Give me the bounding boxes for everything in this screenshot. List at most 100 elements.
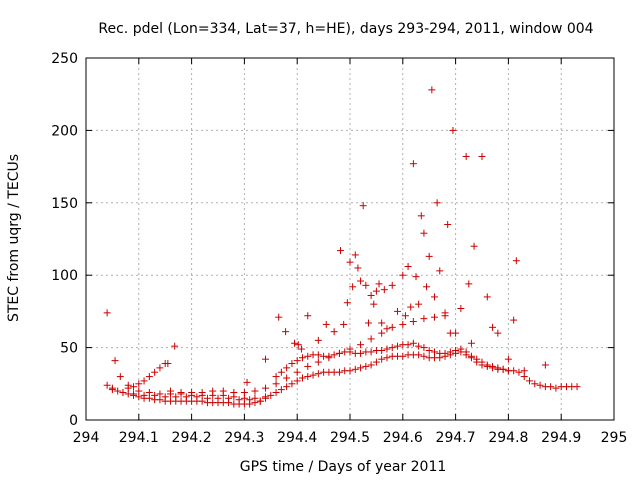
data-point xyxy=(130,390,138,398)
data-point xyxy=(359,202,367,210)
data-point xyxy=(116,373,124,381)
data-point xyxy=(378,329,386,337)
data-point xyxy=(367,335,375,343)
data-point xyxy=(449,126,457,134)
data-point xyxy=(357,349,365,357)
x-axis: 294 294.1 294.2 294.3 294.4 294.5 294.6 294.7 29… xyxy=(73,58,627,446)
data-point xyxy=(108,386,116,394)
data-point xyxy=(336,247,344,255)
data-point xyxy=(504,367,512,375)
data-point xyxy=(119,388,127,396)
data-point xyxy=(573,383,581,391)
data-point xyxy=(388,344,396,352)
data-point xyxy=(367,361,375,369)
x-tick-label: 294.2 xyxy=(172,430,212,446)
data-point xyxy=(335,349,343,357)
data-point xyxy=(171,342,179,350)
x-tick-label: 294.7 xyxy=(436,430,476,446)
data-point xyxy=(388,323,396,331)
data-point xyxy=(362,281,370,289)
data-point xyxy=(209,387,217,395)
data-point xyxy=(436,267,444,275)
data-point xyxy=(314,370,322,378)
data-point xyxy=(415,342,423,350)
data-point xyxy=(343,299,351,307)
data-point xyxy=(161,393,169,401)
data-point xyxy=(378,319,386,327)
data-point xyxy=(483,293,491,301)
data-point xyxy=(504,355,512,363)
data-point xyxy=(364,319,372,327)
data-point xyxy=(399,320,407,328)
data-point xyxy=(428,86,436,94)
data-point xyxy=(417,212,425,220)
data-point xyxy=(193,393,201,401)
data-point xyxy=(304,373,312,381)
data-point xyxy=(293,377,301,385)
y-tick-label: 150 xyxy=(51,196,78,212)
data-point xyxy=(304,352,312,360)
y-tick-label: 200 xyxy=(51,123,78,139)
data-point xyxy=(462,152,470,160)
data-point xyxy=(111,357,119,365)
data-point xyxy=(499,365,507,373)
data-point xyxy=(288,380,296,388)
data-point xyxy=(430,348,438,356)
data-point xyxy=(283,364,291,372)
data-point xyxy=(383,325,391,333)
data-point xyxy=(375,280,383,288)
data-point xyxy=(294,341,302,349)
data-point xyxy=(235,396,243,404)
data-point xyxy=(103,381,111,389)
data-point xyxy=(240,388,248,396)
data-point xyxy=(512,257,520,265)
data-point xyxy=(354,264,362,272)
data-point xyxy=(383,354,391,362)
data-point xyxy=(275,313,283,321)
data-point xyxy=(282,328,290,336)
data-point xyxy=(298,354,306,362)
data-point xyxy=(272,380,280,388)
x-tick-label: 294.3 xyxy=(224,430,264,446)
grid-lines xyxy=(86,58,614,420)
data-point xyxy=(140,377,148,385)
data-point xyxy=(380,286,388,294)
data-point xyxy=(425,252,433,260)
data-point xyxy=(203,394,211,402)
y-axis: 0 50 100 150 200 250 xyxy=(51,51,614,429)
data-point xyxy=(420,352,428,360)
y-tick-label: 0 xyxy=(69,413,78,429)
data-point xyxy=(182,393,190,401)
data-point xyxy=(388,281,396,289)
data-point xyxy=(267,391,275,399)
data-point xyxy=(394,307,402,315)
data-point xyxy=(277,368,285,376)
data-point xyxy=(219,387,227,395)
y-tick-label: 50 xyxy=(60,341,78,357)
data-point xyxy=(351,251,359,259)
data-point xyxy=(298,374,306,382)
data-point xyxy=(357,341,365,349)
data-point xyxy=(399,352,407,360)
data-point xyxy=(467,339,475,347)
data-point xyxy=(409,339,417,347)
data-point xyxy=(272,373,280,381)
data-point xyxy=(420,344,428,352)
data-point xyxy=(430,293,438,301)
data-point xyxy=(166,387,174,395)
y-tick-label: 250 xyxy=(51,51,78,67)
data-point xyxy=(383,345,391,353)
data-point xyxy=(536,381,544,389)
data-point xyxy=(452,329,460,337)
data-point xyxy=(103,309,111,317)
data-point xyxy=(198,388,206,396)
data-point xyxy=(520,367,528,375)
data-point xyxy=(251,394,259,402)
data-point xyxy=(399,271,407,279)
data-point xyxy=(172,393,180,401)
data-point xyxy=(367,348,375,356)
data-point xyxy=(346,348,354,356)
data-point xyxy=(423,283,431,291)
data-point xyxy=(346,367,354,375)
